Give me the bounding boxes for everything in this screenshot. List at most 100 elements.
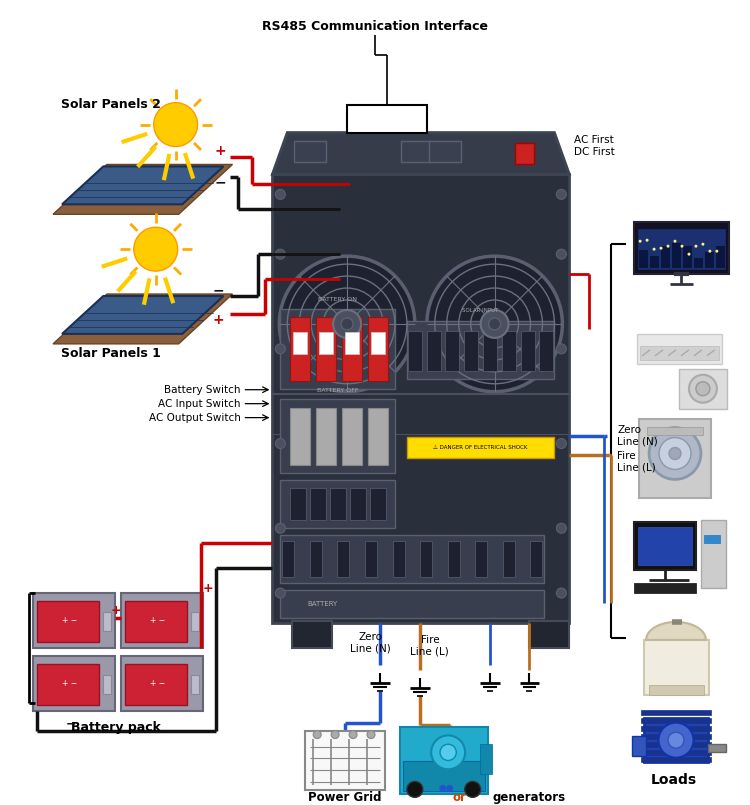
Circle shape [694,240,698,242]
Text: generators: generators [493,791,566,804]
Circle shape [716,249,718,252]
Text: Solar Panels 1: Solar Panels 1 [61,347,161,361]
Text: −: − [66,717,76,730]
Bar [371,332,385,354]
Bar [103,613,111,631]
Bar [476,541,488,577]
Bar [345,332,359,354]
Circle shape [333,310,361,338]
Text: SOLAR INPUT: SOLAR INPUT [463,308,499,313]
Text: AC First: AC First [574,134,614,145]
Bar [190,613,199,631]
Bar [365,541,377,577]
Bar [347,105,427,133]
Bar [280,590,544,618]
Bar [368,317,388,381]
Bar [282,541,294,577]
Circle shape [556,189,566,200]
Circle shape [440,785,446,792]
Bar [503,541,515,577]
Bar [408,331,422,371]
Bar [520,331,535,371]
Circle shape [689,375,717,402]
Bar [370,489,386,520]
Bar [641,733,711,738]
Text: RS485 Communication Interface: RS485 Communication Interface [262,20,488,34]
Bar [350,489,366,520]
Text: Solar Panels 2: Solar Panels 2 [61,98,161,111]
Circle shape [701,241,704,244]
Circle shape [556,250,566,259]
Bar [483,331,497,371]
Bar [310,541,322,577]
Text: +: + [214,145,226,159]
Bar [641,717,711,723]
Circle shape [696,382,710,396]
Bar [464,331,478,371]
Bar [641,749,711,754]
Bar [641,725,711,731]
Bar [320,332,333,354]
Bar [121,593,202,648]
Bar [407,321,554,378]
Bar [650,243,659,268]
Bar [280,398,395,473]
Bar [502,331,516,371]
Bar [661,248,670,268]
Bar [401,141,433,163]
Text: DC First: DC First [574,147,615,158]
Bar [37,664,99,704]
Circle shape [275,250,285,259]
Bar [403,761,484,791]
Text: + −: + − [150,679,165,687]
Polygon shape [53,164,232,214]
Circle shape [275,588,285,598]
Bar [644,718,708,762]
Bar [103,675,111,694]
Bar [639,419,711,498]
Bar [641,741,711,746]
Circle shape [668,733,684,748]
Circle shape [341,318,353,330]
Bar [342,407,362,465]
Bar [638,229,724,269]
Bar [716,252,724,268]
Bar [330,489,346,520]
Text: + −: + − [150,616,165,625]
Text: +: + [110,605,122,617]
Bar [514,142,535,164]
Bar [338,541,350,577]
Circle shape [652,249,656,252]
Bar [634,222,729,274]
Text: −: − [213,283,224,297]
Circle shape [367,731,375,738]
Circle shape [427,256,562,392]
Bar [704,535,720,543]
Text: Loads: Loads [651,774,697,787]
Circle shape [465,782,481,798]
Bar [641,710,711,715]
Circle shape [154,103,197,147]
Bar [310,489,326,520]
Bar [448,541,460,577]
Bar [634,583,696,593]
Text: −: − [214,175,226,189]
Circle shape [669,448,681,460]
Text: Zero
Line (N): Zero Line (N) [617,425,658,446]
Circle shape [275,523,285,533]
Bar [280,535,544,583]
Bar [290,407,310,465]
Text: +: + [202,581,213,595]
Bar [305,731,385,791]
Circle shape [667,253,670,256]
Bar [33,593,115,648]
Text: Fire
Line (L): Fire Line (L) [617,451,656,473]
Bar [292,621,332,648]
Text: +: + [213,313,224,327]
Bar [368,407,388,465]
Circle shape [688,240,691,242]
Bar [392,541,404,577]
Bar [33,656,115,711]
Text: Battery pack: Battery pack [71,721,160,734]
Bar [290,317,310,381]
